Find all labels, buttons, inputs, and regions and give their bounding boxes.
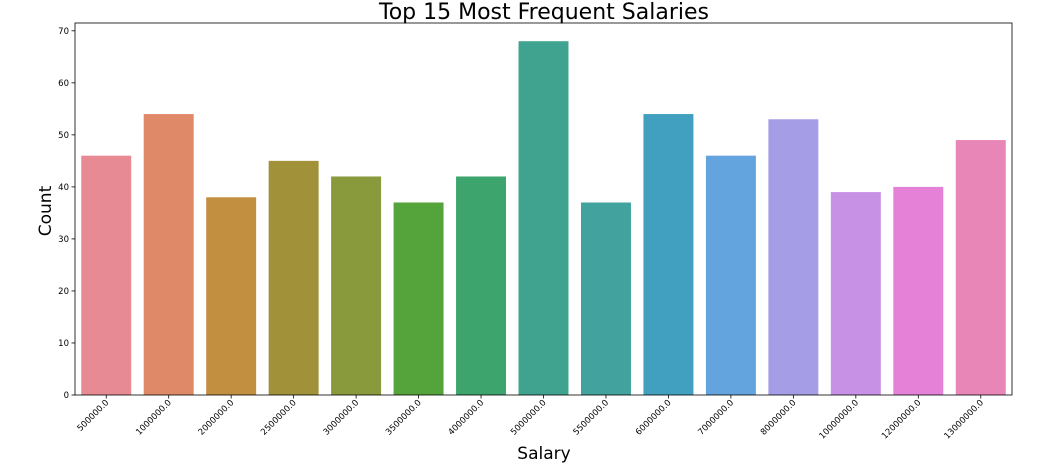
x-tick-label: 5500000.0 — [572, 398, 612, 438]
x-tick-label: 13000000.0 — [942, 398, 985, 441]
bar-13000000.0 — [955, 140, 1006, 395]
y-tick-label: 10 — [58, 339, 69, 349]
plot-frame — [74, 22, 1013, 396]
x-tick-label: 5000000.0 — [509, 398, 549, 438]
bar-5500000.0 — [580, 202, 631, 395]
bar-500000.0 — [81, 155, 132, 395]
bar-8000000.0 — [768, 119, 819, 395]
y-tick-label: 50 — [58, 131, 69, 141]
y-tick-label: 40 — [58, 183, 69, 193]
bar-6000000.0 — [643, 114, 694, 396]
y-tick-label: 70 — [58, 27, 69, 37]
y-axis-ticks: 0 10 20 30 40 50 60 70 — [58, 27, 75, 401]
x-tick-label: 6000000.0 — [634, 398, 674, 438]
y-tick-label: 30 — [58, 235, 69, 245]
x-tick-label: 3000000.0 — [322, 398, 362, 438]
bar-3500000.0 — [393, 202, 444, 395]
x-tick-label: 2500000.0 — [259, 398, 299, 438]
bar-7000000.0 — [705, 155, 756, 395]
x-tick-label: 3500000.0 — [384, 398, 424, 438]
x-axis-label: Salary — [517, 444, 570, 464]
bar-2000000.0 — [206, 197, 257, 395]
y-tick-label: 20 — [58, 287, 69, 297]
bar-4000000.0 — [456, 176, 507, 395]
bar-5000000.0 — [518, 41, 569, 396]
y-tick-label: 60 — [58, 79, 69, 89]
x-tick-label: 12000000.0 — [880, 398, 923, 441]
y-tick-label: 0 — [64, 391, 69, 401]
x-tick-label: 1000000.0 — [134, 398, 174, 438]
bar-2500000.0 — [268, 160, 319, 395]
x-tick-label: 7000000.0 — [696, 398, 736, 438]
bar-12000000.0 — [893, 186, 944, 395]
x-tick-label: 2000000.0 — [197, 398, 237, 438]
bar-10000000.0 — [830, 192, 881, 395]
bar-3000000.0 — [331, 176, 382, 395]
x-tick-label: 8000000.0 — [759, 398, 799, 438]
x-tick-label: 10000000.0 — [818, 398, 861, 441]
bar-1000000.0 — [143, 114, 194, 396]
y-axis-label: Count — [36, 185, 56, 236]
x-tick-label: 4000000.0 — [447, 398, 487, 438]
bars-group — [81, 41, 1006, 396]
x-axis-ticks: 500000.0 1000000.0 2000000.0 2500000.0 30000… — [76, 395, 986, 441]
chart-title: Top 15 Most Frequent Salaries — [378, 0, 709, 25]
x-tick-label: 500000.0 — [76, 398, 112, 434]
